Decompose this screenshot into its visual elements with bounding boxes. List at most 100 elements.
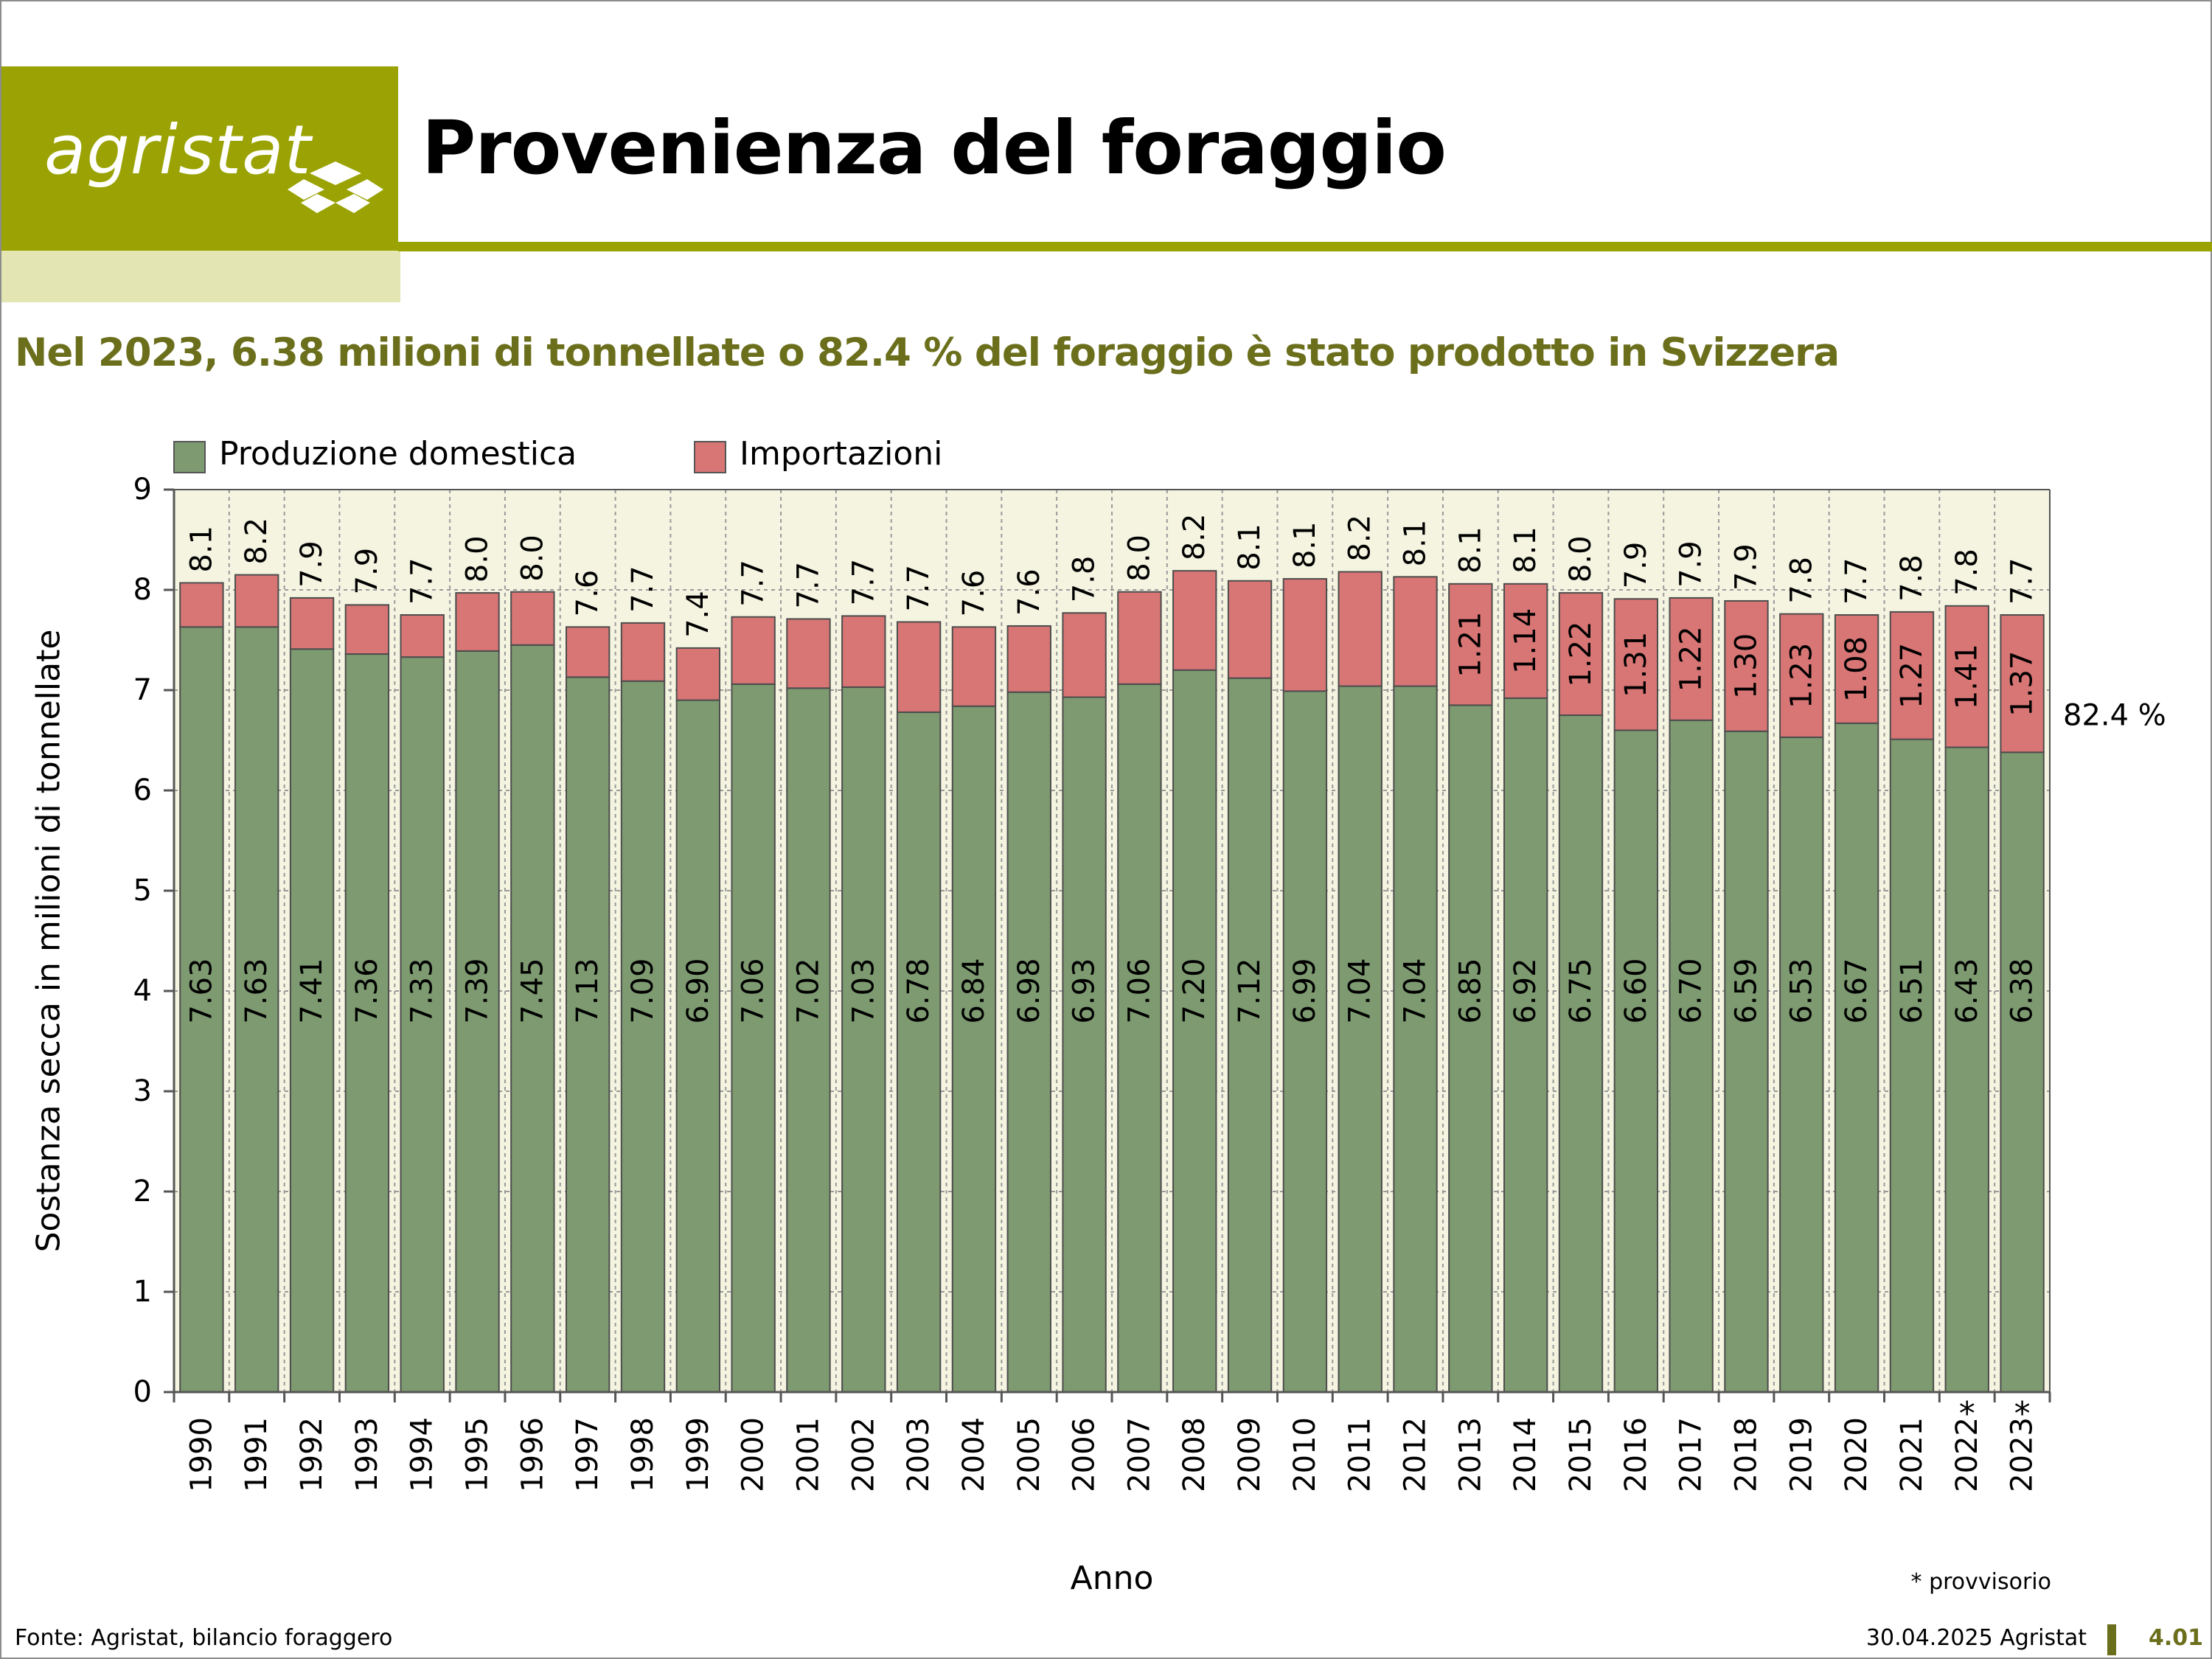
bar-imports [234, 574, 279, 628]
bar-imports [1834, 614, 1879, 724]
bar-imports [1779, 613, 1824, 738]
bar-imports [1558, 592, 1604, 717]
bar-domestic [1503, 697, 1548, 1393]
data-label-domestic: 7.04 [1399, 958, 1433, 1023]
bar-imports [565, 626, 611, 678]
x-tick-label: 2017 [1674, 1417, 1708, 1492]
bar-domestic [1282, 690, 1328, 1393]
x-tick-label: 2001 [791, 1417, 825, 1492]
legend-swatch-imports [694, 441, 726, 473]
bar-imports [1889, 611, 1935, 740]
bar-imports [1503, 582, 1548, 699]
bar-imports [1006, 625, 1051, 693]
bar-domestic [400, 656, 445, 1393]
y-tick-label: 4 [133, 974, 152, 1008]
x-tick-label: 2008 [1178, 1417, 1211, 1492]
data-label-imports: 1.08 [1840, 636, 1874, 702]
data-label-total: 7.7 [737, 560, 771, 607]
bar-domestic [1393, 685, 1438, 1393]
x-tick-label: 1991 [240, 1417, 274, 1492]
y-tick-label: 8 [133, 573, 152, 607]
y-tick-label: 0 [133, 1375, 152, 1409]
data-label-domestic: 6.75 [1564, 958, 1598, 1023]
data-label-total: 7.7 [846, 559, 880, 606]
bar-imports [620, 622, 666, 682]
data-label-total: 8.2 [1343, 515, 1377, 562]
bar-imports [1944, 605, 1989, 748]
data-label-total: 8.0 [1564, 535, 1598, 582]
data-label-domestic: 6.98 [1012, 958, 1046, 1023]
data-label-total: 8.0 [1122, 535, 1156, 582]
data-label-total: 7.7 [406, 557, 439, 605]
x-tick-label: 2003 [902, 1417, 936, 1492]
data-label-total: 7.8 [1895, 554, 1929, 602]
data-label-total: 7.7 [902, 565, 936, 612]
legend-swatch-domestic [173, 441, 206, 473]
bar-domestic [1062, 696, 1107, 1393]
x-tick-label: 2009 [1233, 1417, 1267, 1492]
legend-label-imports: Importazioni [740, 435, 943, 473]
data-label-domestic: 6.78 [902, 958, 936, 1023]
x-tick-label: 1996 [515, 1417, 549, 1492]
bar-domestic [1889, 738, 1935, 1393]
source-text: Fonte: Agristat, bilancio foraggero [15, 1625, 393, 1651]
data-label-total: 8.1 [1453, 526, 1487, 574]
x-tick-label: 2023 [2006, 1417, 2039, 1492]
date-text: 30.04.2025 Agristat [1865, 1625, 2087, 1651]
bar-imports [1227, 580, 1273, 679]
bar-imports [731, 616, 776, 685]
provisional-note: * provvisorio [1910, 1569, 2051, 1595]
x-tick-label: 2002 [846, 1417, 880, 1492]
bar-imports [400, 614, 445, 658]
data-label-domestic: 7.06 [1122, 958, 1156, 1023]
x-tick-label: 2013 [1453, 1417, 1487, 1492]
data-label-domestic: 7.39 [461, 958, 495, 1023]
data-label-imports: 1.23 [1784, 643, 1818, 709]
data-label-domestic: 6.51 [1895, 958, 1929, 1023]
data-label-imports: 1.31 [1619, 632, 1653, 698]
x-tick-label: 2021 [1895, 1417, 1929, 1492]
bar-imports [1282, 578, 1328, 692]
x-tick-label: 2012 [1399, 1417, 1433, 1492]
x-axis-title: Anno [1071, 1559, 1154, 1597]
bar-domestic [1172, 669, 1217, 1393]
data-label-total: 7.6 [957, 570, 991, 617]
data-label-total: 8.2 [240, 518, 274, 565]
data-label-total: 7.9 [295, 540, 329, 588]
bar-imports [510, 591, 555, 646]
bar-domestic [896, 711, 942, 1393]
data-label-domestic: 6.43 [1950, 958, 1984, 1023]
bar-imports [1062, 612, 1107, 698]
x-tick-label: 2022 [1950, 1417, 1984, 1492]
data-label-total: 7.9 [350, 548, 384, 595]
bar-domestic [1448, 704, 1493, 1393]
y-tick-label: 2 [133, 1175, 152, 1208]
x-tick-label: 1998 [626, 1417, 660, 1492]
x-tick-label: 2016 [1619, 1417, 1653, 1492]
data-label-domestic: 7.36 [350, 958, 384, 1023]
data-label-domestic: 6.67 [1840, 958, 1874, 1023]
data-label-imports: 1.30 [1729, 633, 1763, 699]
data-label-total: 7.7 [2006, 557, 2039, 605]
legend-label-domestic: Produzione domestica [219, 435, 577, 473]
bar-imports [786, 618, 831, 689]
bar-imports [951, 626, 997, 707]
x-tick-label: 2007 [1122, 1417, 1156, 1492]
bar-domestic [1779, 736, 1824, 1393]
data-label-domestic: 7.09 [626, 958, 660, 1023]
data-label-domestic: 6.92 [1509, 958, 1543, 1023]
data-label-domestic: 7.13 [571, 958, 605, 1023]
data-label-domestic: 6.38 [2006, 958, 2039, 1023]
provisional-mark: * [1959, 1395, 1975, 1433]
x-tick-label: 1999 [681, 1417, 715, 1492]
data-label-total: 8.2 [1178, 514, 1211, 561]
data-label-total: 8.0 [461, 535, 495, 582]
bar-imports [1393, 576, 1438, 687]
data-label-total: 7.9 [1674, 540, 1708, 588]
logo-panel-shadow [1, 251, 400, 302]
bar-domestic [951, 705, 997, 1393]
bar-domestic [731, 683, 776, 1393]
x-tick-label: 2005 [1012, 1417, 1046, 1492]
bar-imports [2000, 614, 2045, 754]
